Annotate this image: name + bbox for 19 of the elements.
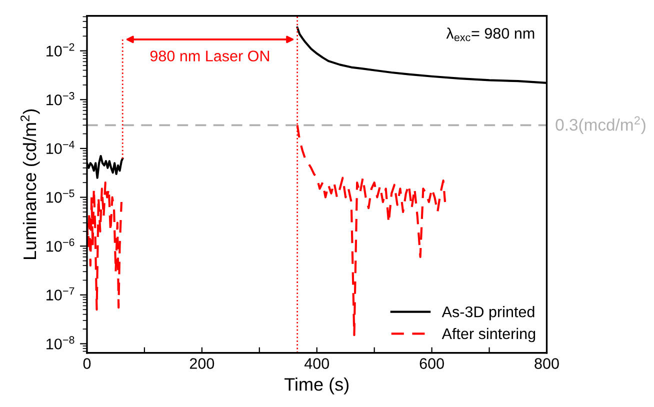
y-tick-label: 10$^{−8}$ <box>46 336 74 350</box>
y-axis-title: Luminance (cd/m$^{2}$) <box>20 109 40 259</box>
annotation: λ$_{exc}$= 980 nm <box>446 28 534 42</box>
y-tick-label: 10$^{−2}$ <box>46 43 74 56</box>
y-tick-label: 10$^{−4}$ <box>46 140 74 154</box>
legend-label: After sintering <box>442 328 536 342</box>
y-tick-label: 10$^{−6}$ <box>46 238 74 252</box>
legend-label: As-3D printed <box>442 306 534 320</box>
x-axis-title: Time (s) <box>284 378 348 394</box>
y-tick-label: 10$^{−3}$ <box>46 92 74 106</box>
x-tick-label: 0 <box>83 358 91 369</box>
y-tick-label: 10$^{−7}$ <box>46 287 74 300</box>
x-tick-label: 800 <box>534 358 559 369</box>
x-tick-label: 200 <box>190 358 214 369</box>
y-tick-label: 10$^{−5}$ <box>46 190 74 203</box>
ref-line-label: 0.3(mcd/m$^{2}$) <box>556 116 646 134</box>
annotation: 980 nm Laser ON <box>150 50 270 62</box>
x-tick-label: 600 <box>420 358 444 369</box>
x-tick-label: 400 <box>304 358 330 369</box>
